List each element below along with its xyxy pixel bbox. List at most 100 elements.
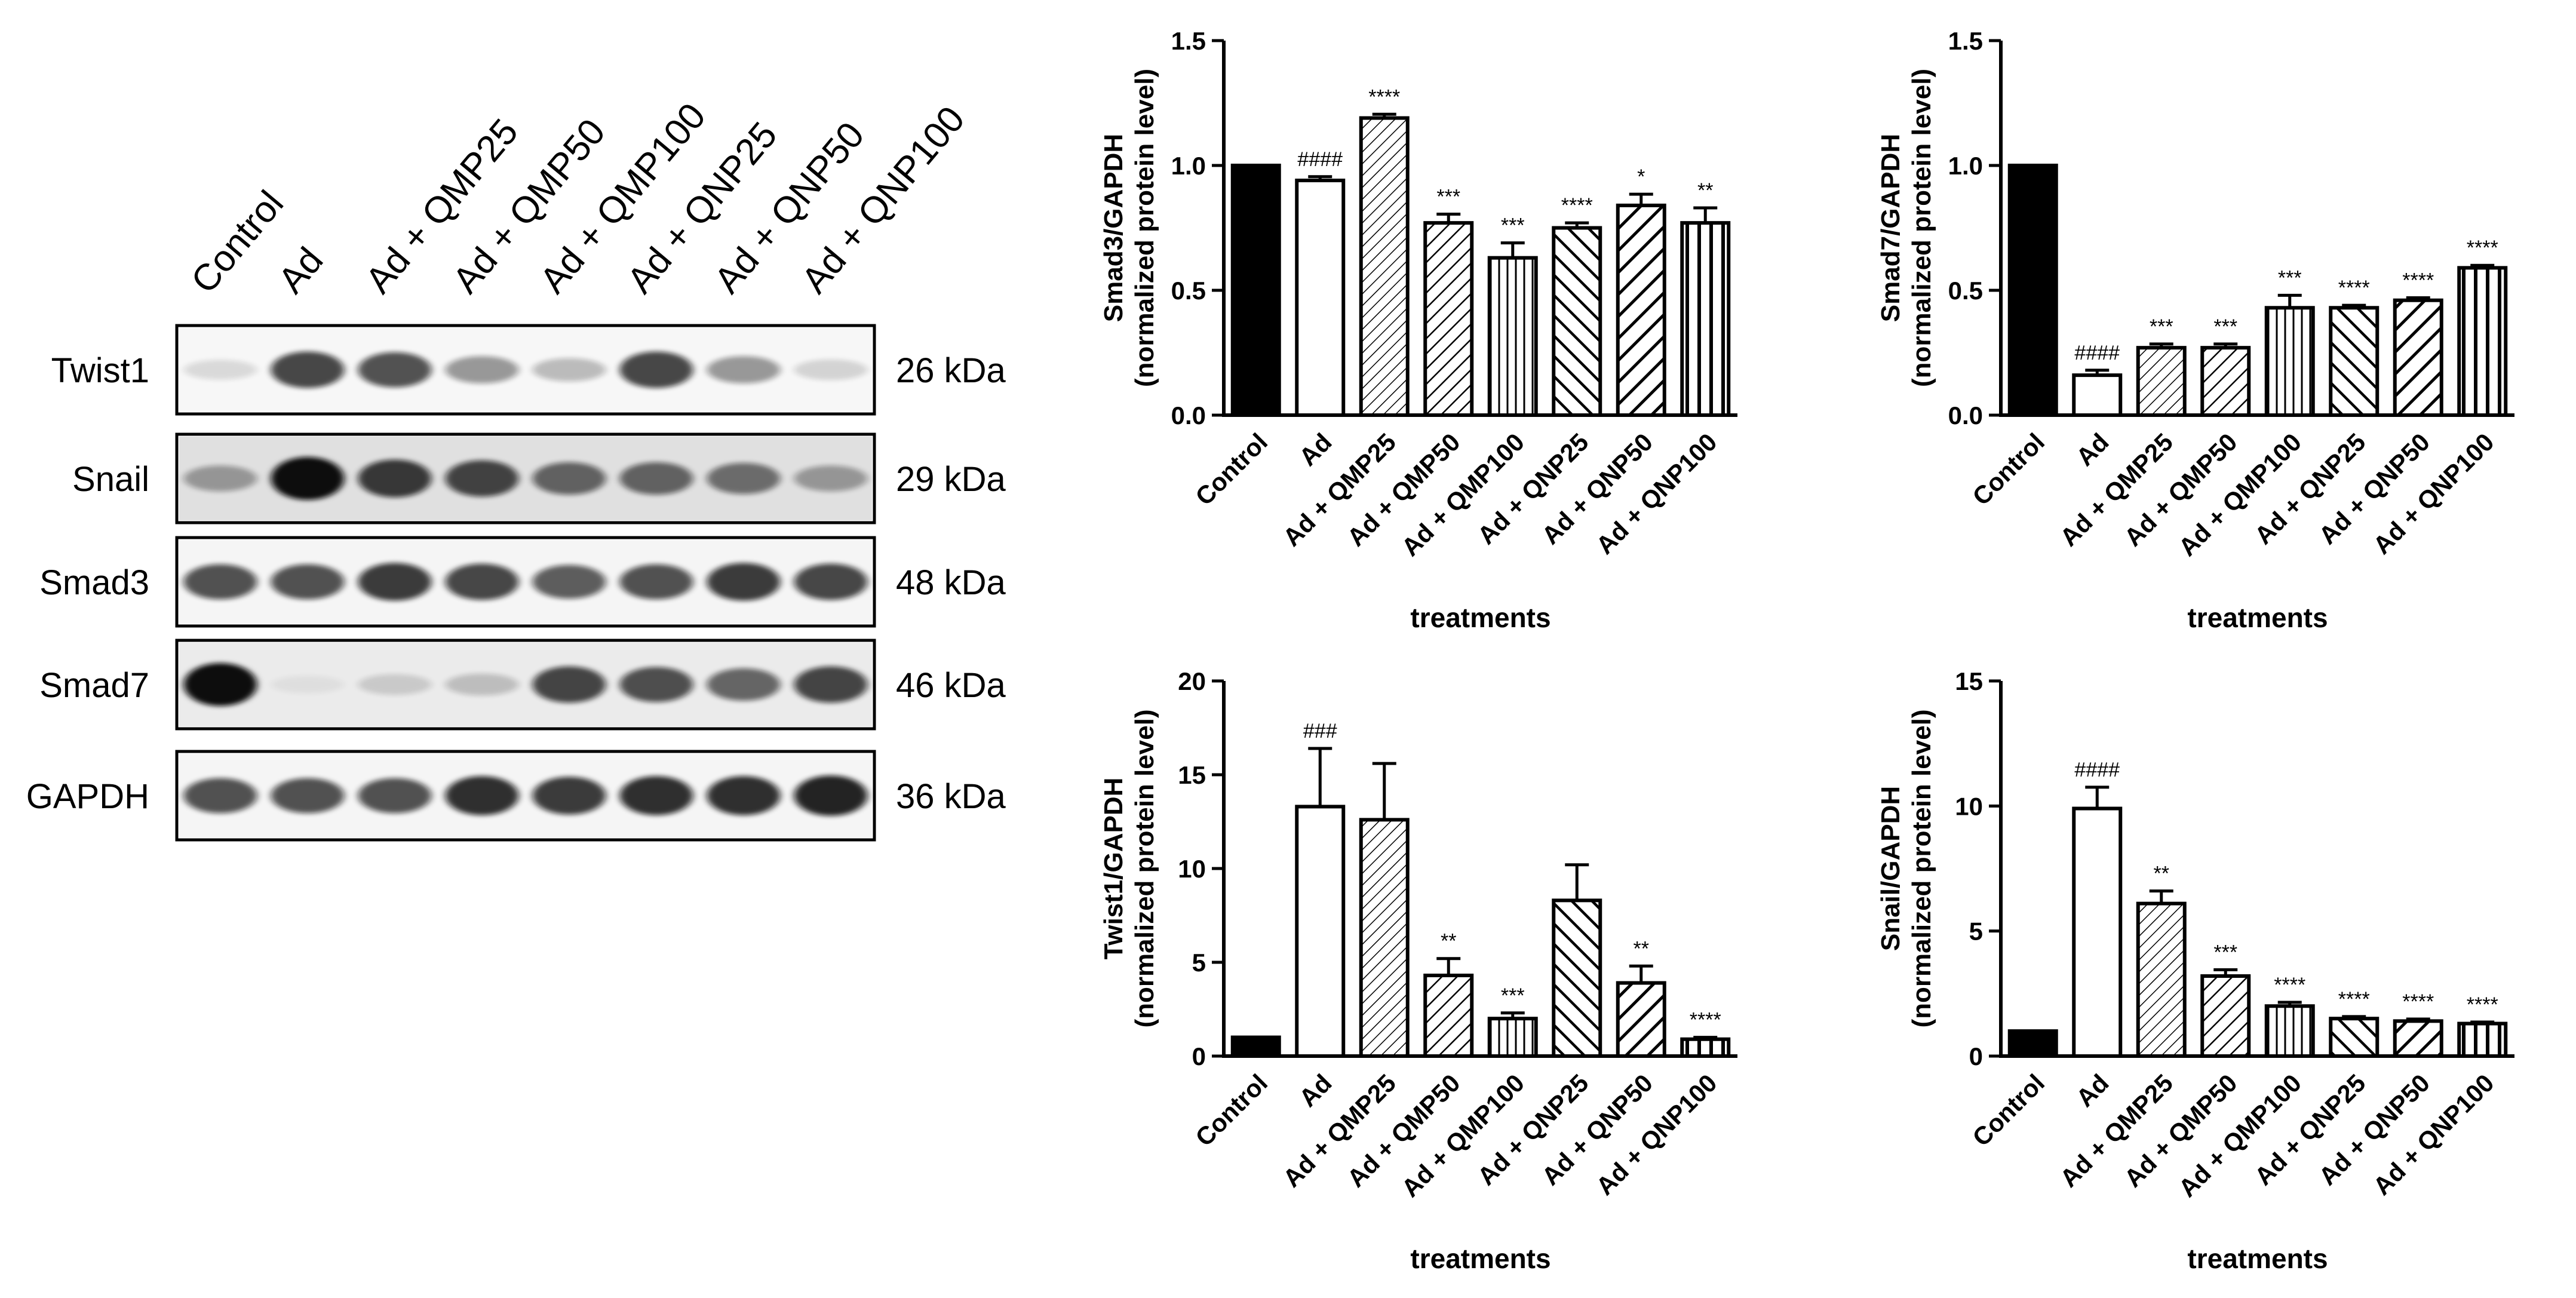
bar-ad: [1295, 179, 1346, 417]
blot-band: [707, 356, 781, 383]
lane-label-ad: Ad: [271, 240, 331, 301]
x-tick-label-ad-qnp25: Ad + QNP25: [2249, 428, 2371, 550]
blot-row-smad3: Smad3 48 kDa: [39, 536, 1006, 628]
significance-label: ****: [1368, 85, 1400, 108]
blot-row-gapdh: GAPDH 36 kDa: [26, 750, 1006, 842]
blot-border: [175, 750, 876, 842]
bar-ad-qnp50: [2393, 1019, 2443, 1058]
significance-label: ***: [2213, 941, 2237, 964]
blot-band: [532, 564, 606, 599]
blot-band: [794, 775, 868, 816]
x-tick-label-ad-qmp50: Ad + QMP50: [2118, 428, 2242, 551]
bar-ad-qnp25: [1552, 898, 1602, 1058]
blot-band: [619, 564, 693, 600]
significance-label: ****: [1561, 194, 1593, 217]
x-tick-label-ad-qmp50: Ad + QMP50: [2118, 1069, 2242, 1192]
y-tick-label: 5: [1969, 918, 1983, 946]
blot-band: [794, 465, 868, 492]
significance-label: ***: [2150, 315, 2173, 338]
bar-ad-qnp100: [2457, 1021, 2508, 1058]
significance-label: **: [1697, 179, 1713, 202]
bar-ad-qnp50: [1616, 981, 1666, 1058]
bar-ad-qnp100: [1680, 1037, 1731, 1058]
kda-label-snail: 29 kDa: [896, 460, 1006, 499]
bar-ad-qnp100: [1680, 221, 1731, 417]
significance-label: **: [2154, 863, 2169, 885]
blot-band: [794, 359, 868, 380]
significance-label: ****: [2274, 974, 2305, 996]
y-tick-label: 0.0: [1948, 401, 1983, 429]
bar-ad: [2072, 806, 2123, 1058]
protein-label-gapdh: GAPDH: [26, 777, 149, 816]
bar-control: [2007, 1029, 2058, 1058]
x-tick-label-control: Control: [1190, 1069, 1273, 1152]
significance-label: ****: [2338, 988, 2370, 1011]
x-tick-label-control: Control: [1967, 428, 2050, 511]
blot-band: [445, 460, 519, 497]
bar-ad: [2072, 373, 2123, 417]
bar-ad-qmp25: [2136, 901, 2187, 1058]
protein-label-smad3: Smad3: [39, 563, 149, 602]
blot-band: [358, 459, 432, 498]
significance-label: ****: [2467, 237, 2498, 259]
y-tick-label: 10: [1955, 792, 1983, 820]
y-tick-label: 5: [1192, 949, 1206, 977]
x-tick-label-ad: Ad: [1294, 428, 1337, 471]
blot-band: [707, 563, 781, 601]
x-axis-label: treatments: [2187, 1243, 2328, 1274]
blot-band: [619, 667, 693, 702]
y-axis-label-units: (normalized protein level): [1907, 69, 1936, 387]
blot-band: [271, 457, 345, 500]
significance-label: ****: [2402, 990, 2434, 1013]
significance-label: ###: [1303, 720, 1337, 742]
bar-ad-qnp25: [1552, 226, 1602, 417]
blot-band: [445, 673, 519, 696]
x-axis-label: treatments: [2187, 602, 2328, 633]
x-tick-label-control: Control: [1967, 1069, 2050, 1152]
x-tick-label-ad-qmp50: Ad + QMP50: [1341, 428, 1465, 551]
bar-control: [2007, 164, 2058, 417]
blot-band: [794, 666, 868, 703]
blot-band: [183, 663, 257, 706]
y-tick-label: 15: [1178, 761, 1206, 789]
y-tick-label: 10: [1178, 855, 1206, 883]
blot-band: [183, 778, 257, 814]
bar-ad-qmp25: [1359, 818, 1410, 1058]
significance-label: ****: [1690, 1009, 1721, 1032]
y-axis-label: Smad3/GAPDH: [1099, 134, 1128, 322]
bar-ad-qmp25: [1359, 116, 1410, 418]
x-tick-label-ad-qnp25: Ad + QNP25: [2249, 1069, 2371, 1190]
kda-label-gapdh: 36 kDa: [896, 777, 1006, 816]
bar-ad-qmp100: [2264, 1004, 2315, 1058]
significance-label: **: [1634, 937, 1649, 960]
y-tick-label: 20: [1178, 667, 1206, 695]
blot-band: [445, 563, 519, 600]
bar-ad-qmp100: [1487, 1017, 1538, 1058]
blot-band: [271, 351, 345, 388]
protein-label-snail: Snail: [72, 460, 149, 499]
y-axis-label-units: (normalized protein level): [1907, 710, 1936, 1028]
blot-band: [271, 675, 345, 694]
y-tick-label: 0.5: [1171, 277, 1206, 305]
bar-ad-qmp50: [2200, 974, 2251, 1058]
significance-label: ***: [1436, 186, 1460, 208]
kda-label-smad7: 46 kDa: [896, 666, 1006, 705]
blot-border: [175, 432, 876, 524]
blot-band: [183, 564, 257, 600]
y-tick-label: 0: [1192, 1042, 1206, 1070]
kda-label-twist1: 26 kDa: [896, 351, 1006, 390]
significance-label: ####: [2074, 759, 2120, 781]
x-tick-label-ad-qmp25: Ad + QMP25: [2055, 428, 2178, 551]
significance-label: ****: [2402, 269, 2434, 292]
blot-border: [175, 536, 876, 628]
significance-label: ####: [2074, 342, 2120, 364]
chart-smad3: 0.0 0.5 1.0 1.5 Smad3/GAPDH (normalized prote…: [1099, 27, 1737, 633]
blot-band: [445, 776, 519, 815]
x-tick-label-control: Control: [1190, 428, 1273, 511]
kda-label-smad3: 48 kDa: [896, 563, 1006, 602]
blot-band: [532, 358, 606, 382]
x-tick-label-ad-qnp50: Ad + QNP50: [2313, 1069, 2435, 1190]
